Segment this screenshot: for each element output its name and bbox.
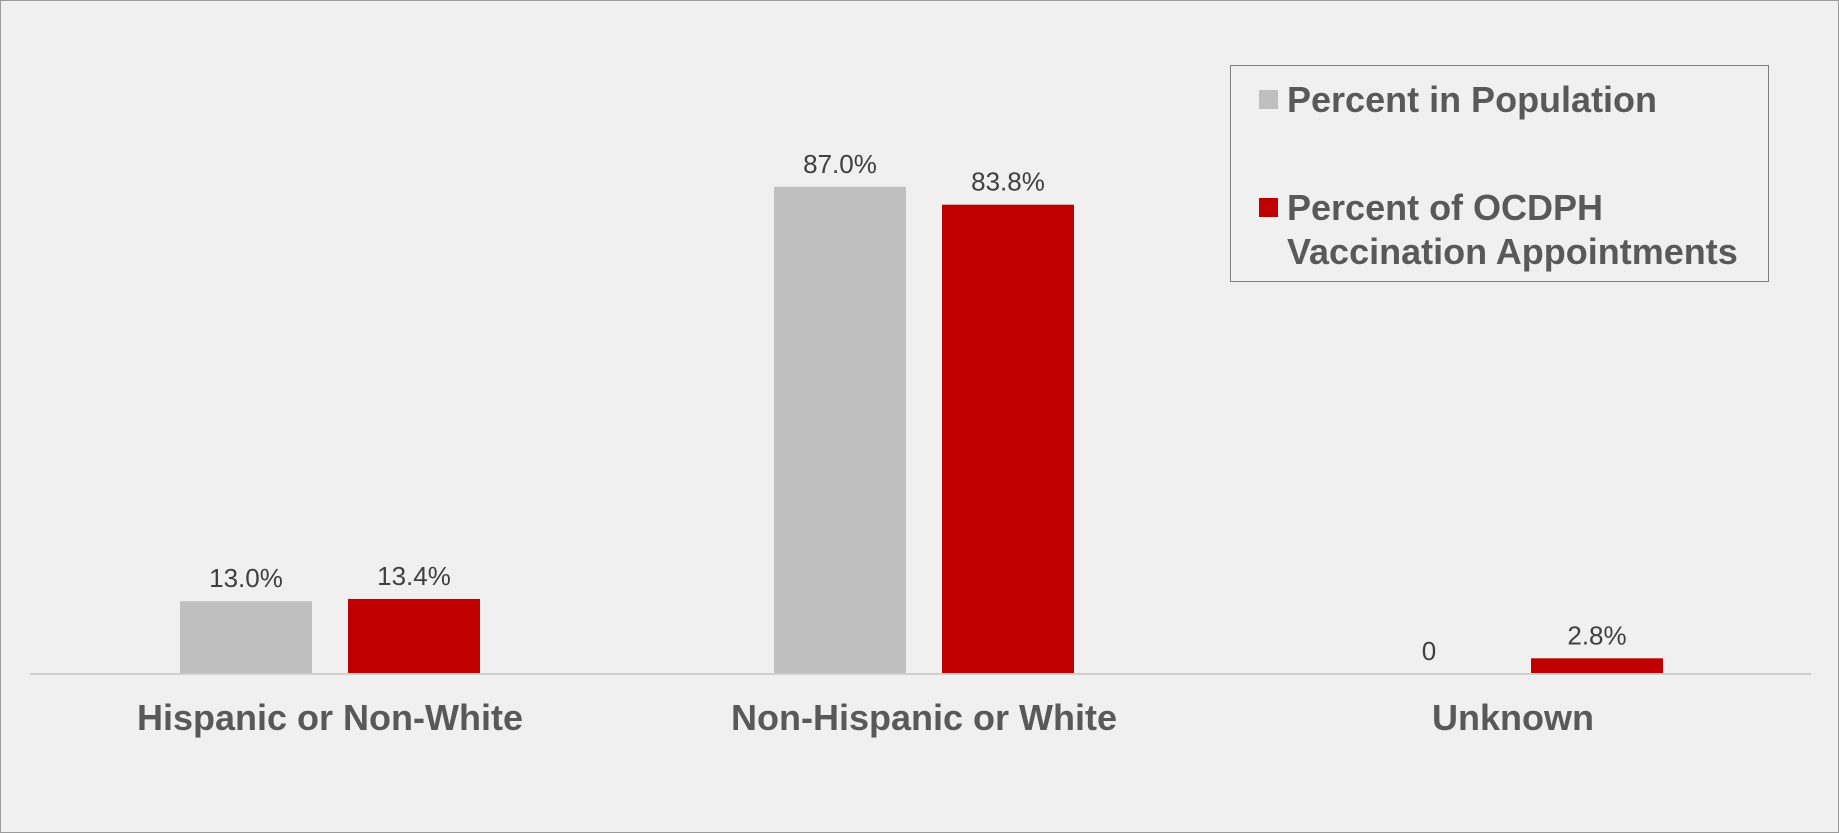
data-label-1-0: 87.0% bbox=[803, 149, 877, 179]
chart-legend: Percent in Population Percent of OCDPH V… bbox=[1230, 65, 1769, 282]
category-label-2: Unknown bbox=[1432, 697, 1594, 738]
data-label-0-0: 13.0% bbox=[209, 563, 283, 593]
legend-label-population: Percent in Population bbox=[1287, 79, 1658, 120]
legend-item-appointments: Percent of OCDPH Vaccination Appointment… bbox=[1259, 186, 1757, 274]
data-label-2-0: 0 bbox=[1422, 636, 1436, 666]
bar-2-1 bbox=[1531, 658, 1663, 674]
legend-swatch-appointments bbox=[1259, 198, 1278, 217]
bar-0-1 bbox=[348, 598, 480, 674]
bar-1-1 bbox=[942, 204, 1074, 674]
bar-1-0 bbox=[774, 186, 906, 675]
data-label-0-1: 13.4% bbox=[377, 561, 451, 591]
category-label-1: Non-Hispanic or White bbox=[731, 697, 1117, 738]
data-label-2-1: 2.8% bbox=[1567, 620, 1626, 650]
legend-label-appointments: Percent of OCDPH Vaccination Appointment… bbox=[1287, 187, 1738, 272]
bar-0-0 bbox=[180, 601, 312, 674]
legend-swatch-population bbox=[1259, 90, 1278, 109]
category-label-0: Hispanic or Non-White bbox=[137, 697, 523, 738]
legend-item-population: Percent in Population bbox=[1259, 78, 1757, 122]
data-label-1-1: 83.8% bbox=[971, 167, 1045, 197]
